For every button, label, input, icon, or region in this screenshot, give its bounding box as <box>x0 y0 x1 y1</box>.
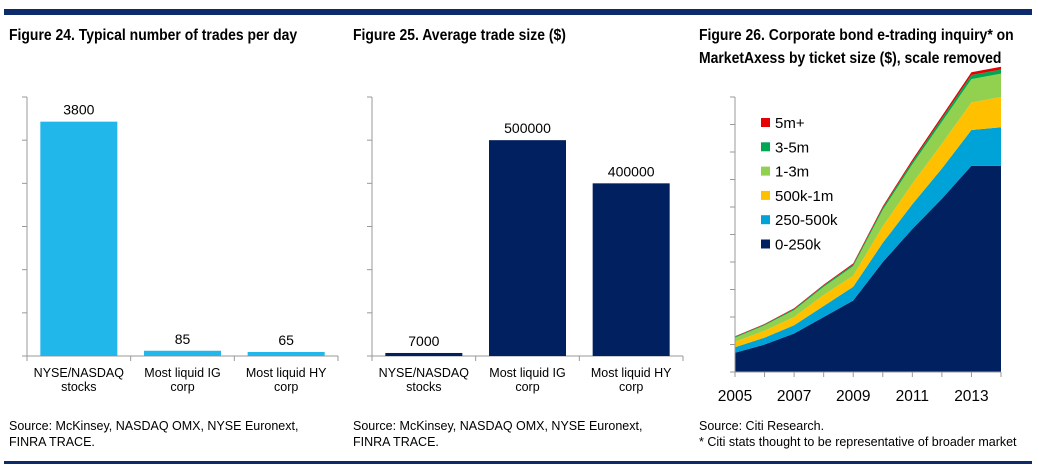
fig25-category-label: corp <box>619 380 643 394</box>
fig25-category-label: Most liquid IG <box>489 366 565 380</box>
fig24-category-label: stocks <box>61 380 96 394</box>
bottom-rule <box>4 461 1032 464</box>
fig24-data-label: 3800 <box>63 102 94 118</box>
fig26-x-tick-label: 2013 <box>954 388 988 405</box>
fig25-category-label: NYSE/NASDAQ <box>379 366 470 380</box>
fig26-legend-label: 250-500k <box>775 212 838 229</box>
fig24-bar <box>40 121 118 357</box>
fig25-category-label: Most liquid HY <box>591 366 672 380</box>
fig24-category-label: corp <box>170 380 194 394</box>
figure-25-title: Figure 25. Average trade size ($) <box>353 27 566 44</box>
figure-25-source-line-1: Source: McKinsey, NASDAQ OMX, NYSE Euron… <box>353 419 643 433</box>
fig25-category-label: stocks <box>406 380 441 394</box>
fig26-area-1-3m <box>735 73 1001 342</box>
fig24-category-label: Most liquid IG <box>144 366 220 380</box>
fig26-legend-swatch <box>761 215 770 225</box>
fig24-category-label: NYSE/NASDAQ <box>34 366 125 380</box>
fig26-legend-label: 500k-1m <box>775 188 833 205</box>
figure-24-title: Figure 24. Typical number of trades per … <box>9 27 298 44</box>
fig26-legend-swatch <box>761 166 770 176</box>
fig25-data-label: 500000 <box>504 120 551 136</box>
figure-24: Figure 24. Typical number of trades per … <box>0 0 345 473</box>
fig24-bar <box>144 350 221 356</box>
fig24-data-label: 65 <box>278 332 294 348</box>
fig26-area-500k-1m <box>735 97 1001 348</box>
fig25-data-label: 400000 <box>608 163 655 179</box>
figure-26-source-line-2: * Citi stats thought to be representativ… <box>699 435 1017 449</box>
fig26-legend-swatch <box>761 142 770 152</box>
fig24-category-label: Most liquid HY <box>246 366 327 380</box>
fig26-legend-label: 0-250k <box>775 237 821 254</box>
fig24-bar <box>247 351 325 356</box>
fig26-legend-swatch <box>761 190 770 200</box>
fig25-category-label: corp <box>515 380 539 394</box>
fig26-legend-swatch <box>761 239 770 249</box>
fig26-x-tick-label: 2005 <box>718 388 752 405</box>
figure-26-title-line-1: Figure 26. Corporate bond e-trading inqu… <box>699 27 1014 44</box>
fig26-area-0-250k <box>735 165 1001 372</box>
top-rule <box>4 9 1032 15</box>
fig25-bar <box>489 140 566 356</box>
figure-25-source-line-2: FINRA TRACE. <box>353 435 439 449</box>
fig26-area-250-500k <box>735 127 1001 353</box>
figure-24-source-line-1: Source: McKinsey, NASDAQ OMX, NYSE Euron… <box>9 419 299 433</box>
fig26-legend-label: 3-5m <box>775 139 809 156</box>
fig26-legend-label: 5m+ <box>775 115 805 132</box>
figure-25: Figure 25. Average trade size ($) 7000 NY… <box>353 27 684 449</box>
fig26-x-tick-label: 2011 <box>896 388 929 405</box>
fig26-legend-label: 1-3m <box>775 164 809 181</box>
fig24-data-label: 85 <box>175 331 191 347</box>
fig24-category-label: corp <box>274 380 298 394</box>
figure-24-source-line-2: FINRA TRACE. <box>9 435 95 449</box>
fig26-x-tick-label: 2009 <box>836 388 870 405</box>
fig26-legend-swatch <box>761 118 770 127</box>
fig25-bar <box>592 183 670 356</box>
fig25-bar <box>385 352 463 356</box>
figure-26-source-line-1: Source: Citi Research. <box>699 419 825 433</box>
fig26-x-tick-label: 2007 <box>777 388 811 405</box>
figure-26-title-line-2: MarketAxess by ticket size ($), scale re… <box>699 50 1002 67</box>
fig25-data-label: 7000 <box>408 333 439 349</box>
